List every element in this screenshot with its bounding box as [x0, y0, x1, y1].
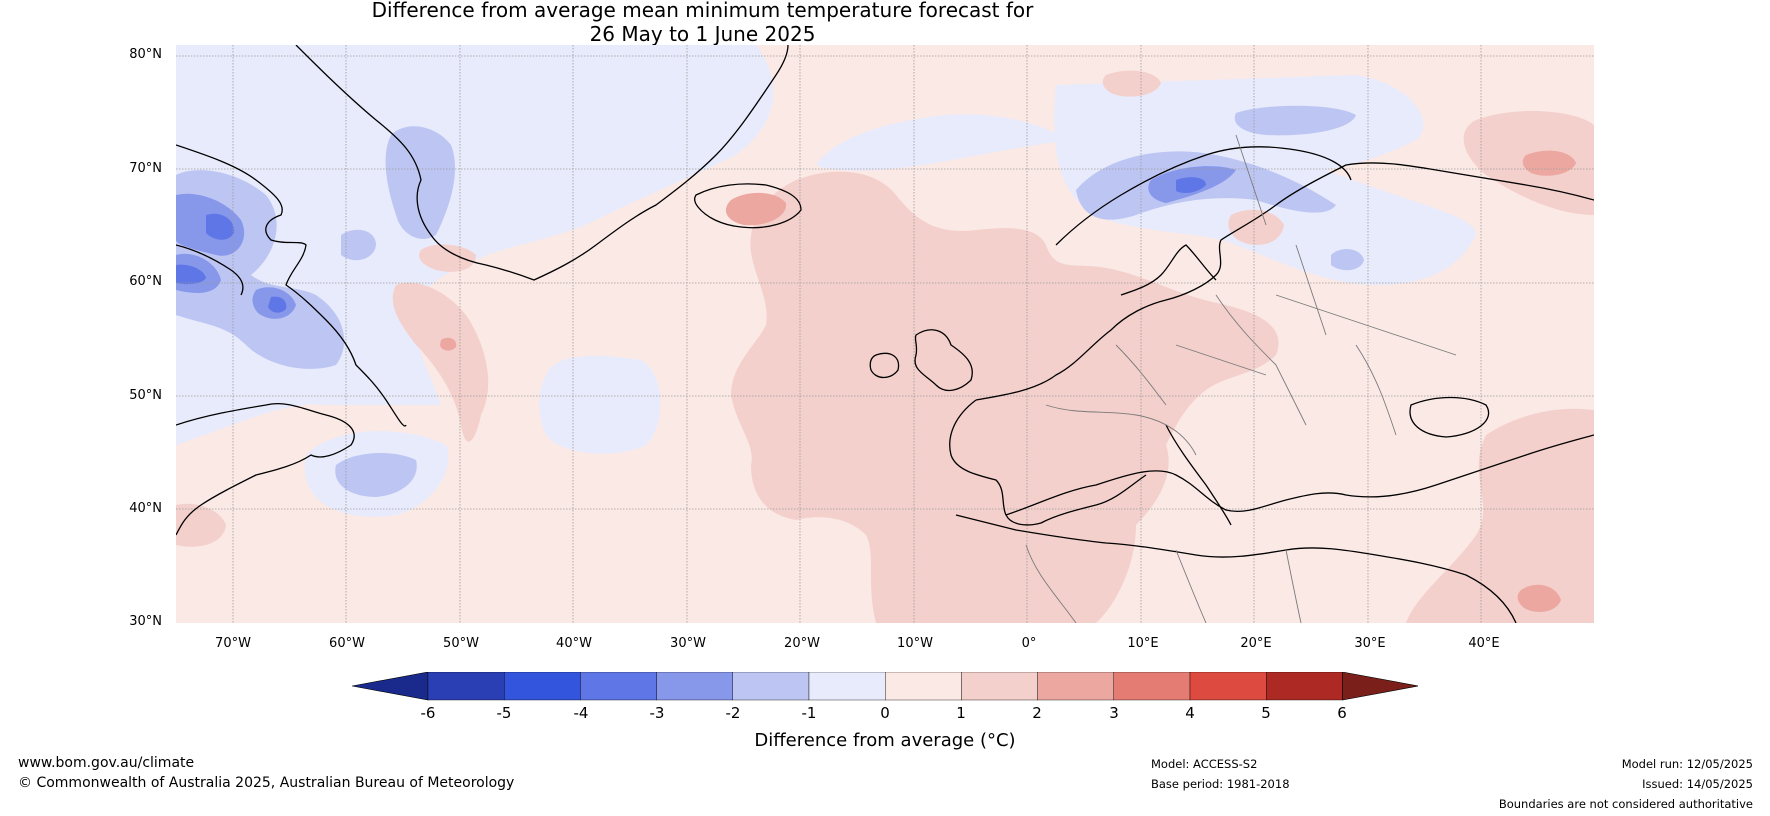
lon-label-70w: 70°W — [215, 636, 251, 651]
lat-label-50n: 50°N — [129, 388, 162, 403]
lon-label-30w: 30°W — [670, 636, 706, 651]
map-canvas — [176, 45, 1594, 623]
colorbar-tick-3: 3 — [1109, 704, 1119, 722]
colorbar-label: Difference from average (°C) — [754, 730, 1016, 751]
anomaly-cool2-newfoundland — [335, 453, 417, 497]
lon-label-20w: 20°W — [784, 636, 820, 651]
colorbar-tick-m1: -1 — [801, 704, 817, 722]
colorbar-tick-m2: -2 — [725, 704, 741, 722]
colorbar-segment — [808, 672, 886, 701]
copyright-text: © Commonwealth of Australia 2025, Austra… — [18, 775, 515, 791]
anomaly-warm2-atlantic — [440, 337, 457, 351]
map-title-line2: 26 May to 1 June 2025 — [589, 22, 816, 46]
lon-label-0: 0° — [1021, 636, 1037, 651]
colorbar-segment — [961, 672, 1038, 701]
colorbar-segment — [885, 672, 962, 701]
anomaly-warm2-iceland — [725, 192, 787, 226]
colorbar-tick-m6: -6 — [420, 704, 436, 722]
map-gridlines — [176, 45, 1594, 623]
anomaly-cool-atlantic — [539, 355, 661, 454]
lon-label-50w: 50°W — [443, 636, 479, 651]
colorbar-segment — [1113, 672, 1191, 701]
anomaly-cool4-norway — [1176, 177, 1206, 193]
lon-label-30e: 30°E — [1354, 636, 1386, 651]
colorbar-segment — [732, 672, 810, 701]
colorbar-tick-m3: -3 — [649, 704, 665, 722]
map-coastlines — [176, 45, 1594, 623]
colorbar-segments — [352, 672, 1418, 701]
lon-label-40e: 40°E — [1468, 636, 1500, 651]
colorbar-segment — [656, 672, 734, 701]
anomaly-warm-greenland-south — [419, 244, 476, 272]
colorbar-tick-4: 4 — [1185, 704, 1195, 722]
colorbar-tick-0: 0 — [880, 704, 890, 722]
anomaly-cool-norwegian-sea — [816, 114, 1066, 171]
forecast-map[interactable] — [176, 45, 1594, 623]
base-period-text: Base period: 1981-2018 — [1151, 777, 1290, 791]
map-borders — [1025, 134, 1457, 623]
model-run-text: Model run: 12/05/2025 — [1621, 757, 1753, 771]
anomaly-warm-finland — [1228, 209, 1284, 245]
anomaly-warm-iberia — [176, 503, 226, 547]
lat-label-70n: 70°N — [129, 161, 162, 176]
anomaly-warm-turkey — [1406, 408, 1594, 623]
anomaly-warm-arctic — [1102, 70, 1161, 97]
anomaly-warm2-barents — [1522, 150, 1576, 176]
colorbar-segment — [1037, 672, 1114, 701]
colorbar-segment — [503, 672, 581, 701]
colorbar-extend-high — [1342, 672, 1418, 701]
anomaly-warm-europe — [731, 171, 1279, 623]
issued-text: Issued: 14/05/2025 — [1642, 777, 1753, 791]
lon-label-10e: 10°E — [1127, 636, 1159, 651]
lat-label-40n: 40°N — [129, 501, 162, 516]
map-title: Difference from average mean minimum tem… — [0, 0, 1405, 46]
anomaly-cool2-barents — [1234, 105, 1356, 136]
lat-label-80n: 80°N — [129, 47, 162, 62]
anomaly-cool4-labrador — [206, 213, 235, 240]
colorbar-tick-2: 2 — [1032, 704, 1042, 722]
colorbar-segment — [427, 672, 505, 701]
anomaly-cool2-ladoga — [1331, 248, 1364, 271]
lat-label-30n: 30°N — [129, 614, 162, 629]
website-link[interactable]: www.bom.gov.au/climate — [18, 755, 195, 771]
colorbar — [352, 672, 1418, 701]
colorbar-tick-5: 5 — [1261, 704, 1271, 722]
anomaly-warm2-levant — [1517, 584, 1561, 612]
lon-label-10w: 10°W — [897, 636, 933, 651]
colorbar-tick-m4: -4 — [573, 704, 589, 722]
lat-label-60n: 60°N — [129, 274, 162, 289]
map-title-line1: Difference from average mean minimum tem… — [371, 0, 1034, 22]
lon-label-60w: 60°W — [329, 636, 365, 651]
colorbar-segment — [580, 672, 657, 701]
colorbar-tick-m5: -5 — [496, 704, 512, 722]
anomaly-cool4-newfoundland — [268, 296, 287, 313]
colorbar-segment — [1189, 672, 1267, 701]
anomaly-warm-atlantic-west — [392, 282, 489, 442]
colorbar-segment — [1266, 672, 1343, 701]
lon-label-20e: 20°E — [1240, 636, 1272, 651]
colorbar-tick-1: 1 — [956, 704, 966, 722]
disclaimer-text: Boundaries are not considered authoritat… — [1498, 797, 1753, 811]
model-text: Model: ACCESS-S2 — [1151, 757, 1258, 771]
lon-label-40w: 40°W — [556, 636, 592, 651]
anomaly-cool2-small — [341, 229, 376, 261]
anomaly-cool4-labrador-south — [176, 264, 206, 285]
colorbar-tick-6: 6 — [1337, 704, 1347, 722]
colorbar-extend-low — [352, 672, 429, 701]
